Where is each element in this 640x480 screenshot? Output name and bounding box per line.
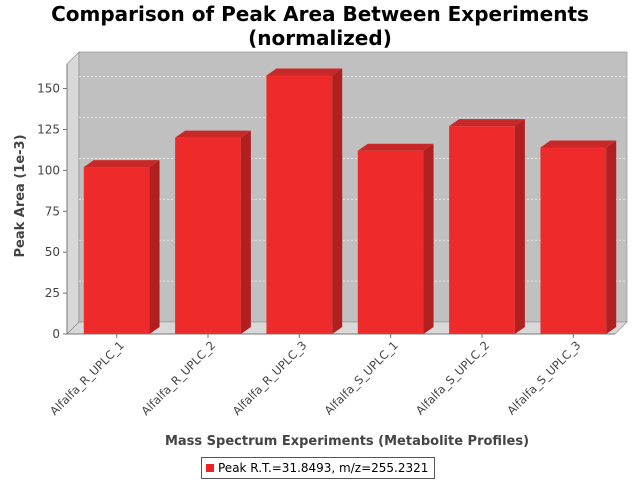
- bar-top: [449, 119, 525, 127]
- bar-face: [175, 137, 241, 334]
- y-tick-label: 75: [45, 204, 60, 218]
- x-axis: Alfalfa_R_UPLC_1 Alfalfa_R_UPLC_2 Alfalfa_…: [47, 333, 615, 418]
- legend-label: Peak R.T.=31.8493, m/z=255.2321: [218, 461, 429, 475]
- bar-side: [606, 140, 617, 334]
- y-axis-label: Peak Area (1e-3): [13, 134, 28, 257]
- y-tick-label: 100: [37, 163, 60, 177]
- x-axis-label: Mass Spectrum Experiments (Metabolite Pr…: [165, 434, 529, 449]
- bar-face: [83, 167, 150, 334]
- bar-side: [149, 160, 160, 334]
- y-tick-label: 25: [45, 286, 60, 300]
- bar-top: [83, 160, 160, 168]
- bar-face: [449, 126, 515, 334]
- chart-title-block: Comparison of Peak Area Between Experime…: [0, 2, 640, 50]
- chart-title: Comparison of Peak Area Between Experime…: [51, 2, 589, 26]
- chart-subtitle: (normalized): [248, 26, 392, 50]
- bar: [266, 68, 343, 335]
- bar-top: [540, 140, 617, 148]
- bar-side: [423, 143, 434, 334]
- bar: [175, 130, 251, 334]
- bar-top: [266, 68, 343, 76]
- x-tick-label: Alfalfa_R_UPLC_1: [47, 338, 127, 418]
- x-tick-label: Alfalfa_S_UPLC_1: [322, 338, 401, 417]
- gridlines: [79, 76, 627, 282]
- bar-face: [266, 75, 333, 335]
- bar: [357, 143, 434, 334]
- bars: [83, 68, 617, 335]
- back-wall: [78, 51, 628, 323]
- bar: [83, 160, 160, 334]
- bar-top: [357, 143, 434, 151]
- left-wall: [66, 51, 80, 335]
- bar: [449, 119, 525, 334]
- x-tick-label: Alfalfa_S_UPLC_3: [504, 338, 583, 417]
- y-tick-label: 125: [37, 122, 60, 136]
- legend: Peak R.T.=31.8493, m/z=255.2321: [201, 457, 436, 479]
- x-tick-label: Alfalfa_S_UPLC_2: [413, 338, 492, 417]
- bar-top: [175, 130, 251, 138]
- bar-face: [540, 147, 607, 334]
- bar-side: [240, 130, 251, 334]
- x-tick-label: Alfalfa_R_UPLC_3: [230, 338, 310, 418]
- bar-face: [357, 150, 424, 334]
- y-tick-label: 0: [52, 327, 60, 341]
- x-tick-label: Alfalfa_R_UPLC_2: [138, 338, 218, 418]
- y-tick-label: 150: [37, 82, 60, 96]
- y-axis: 0 25 50 75 100 125 150: [37, 64, 68, 341]
- bar-side: [332, 68, 343, 335]
- bar: [540, 140, 617, 334]
- y-tick-label: 50: [45, 245, 60, 259]
- legend-swatch: [206, 464, 214, 472]
- bar-side: [514, 119, 525, 334]
